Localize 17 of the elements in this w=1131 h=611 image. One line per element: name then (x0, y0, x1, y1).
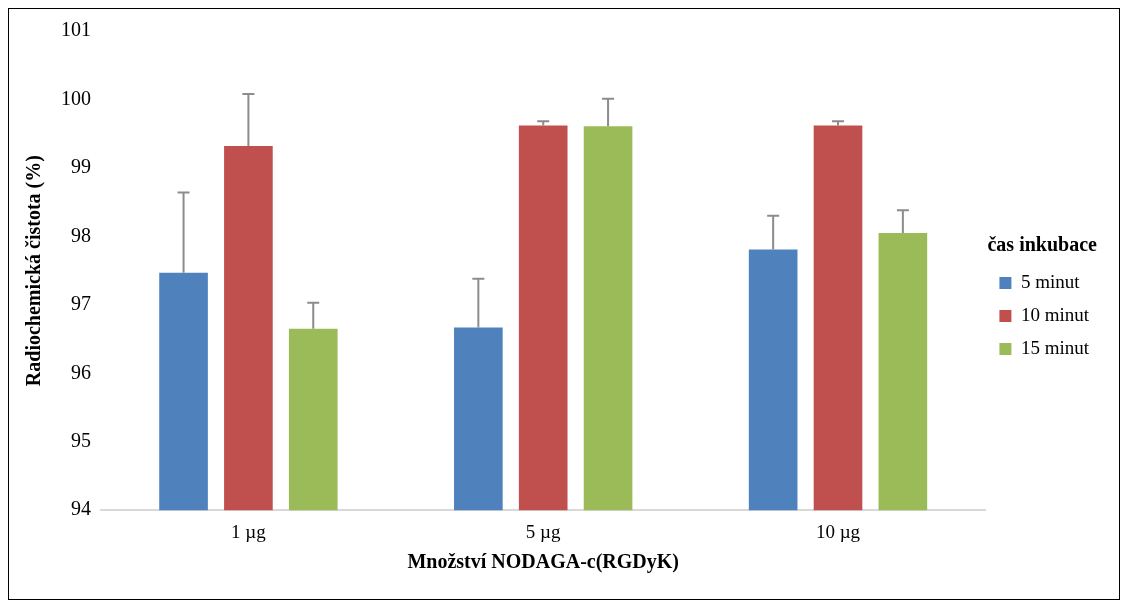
y-tick-label: 101 (61, 18, 91, 41)
y-tick-label: 94 (71, 497, 91, 520)
legend-label: 10 minut (1020, 303, 1090, 325)
x-axis-title: Množství NODAGA-c(RGDyK) (407, 550, 680, 574)
x-tick-label: 5 µg (525, 520, 562, 542)
y-tick-label: 98 (71, 223, 91, 246)
y-axis-title: Radiochemická čistota (%) (22, 155, 46, 387)
legend-label: 5 minut (1020, 270, 1081, 292)
y-tick-label: 99 (71, 155, 91, 178)
legend-label: 15 minut (1020, 336, 1090, 358)
x-tick-label: 10 µg (815, 520, 861, 542)
y-tick-label: 100 (61, 86, 91, 109)
x-tick-label: 1 µg (231, 520, 267, 542)
y-tick-label: 96 (71, 360, 91, 383)
legend-title: čas inkubace (987, 232, 1098, 255)
y-tick-label: 95 (71, 428, 91, 451)
y-tick-label: 97 (71, 292, 91, 315)
